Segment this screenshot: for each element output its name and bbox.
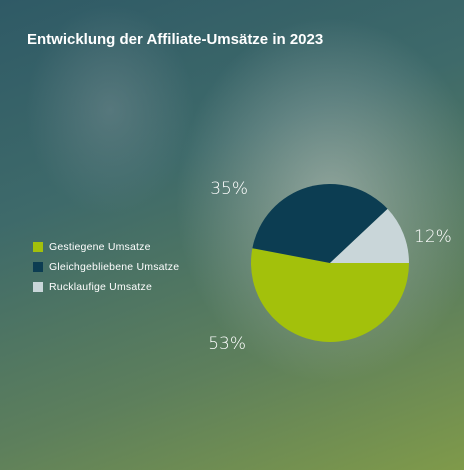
pie-slice-gleichgebliebene xyxy=(252,183,388,263)
legend: Gestiegene Umsatze Gleichgebliebene Umsa… xyxy=(33,237,179,297)
chart-title: Entwicklung der Affiliate-Umsätze in 202… xyxy=(27,31,324,48)
legend-item-gleichgebliebene: Gleichgebliebene Umsatze xyxy=(33,257,179,277)
legend-label: Rucklaufige Umsatze xyxy=(49,281,153,293)
legend-swatch xyxy=(33,262,43,272)
slice-label-gestiegene: 53% xyxy=(208,334,246,354)
legend-label: Gestiegene Umsatze xyxy=(49,241,151,253)
legend-label: Gleichgebliebene Umsatze xyxy=(49,261,180,273)
legend-swatch xyxy=(33,282,43,292)
pie-slice-gestiegene xyxy=(250,248,409,343)
legend-item-rucklaufige: Rucklaufige Umsatze xyxy=(33,277,179,297)
legend-item-gestiegene: Gestiegene Umsatze xyxy=(33,237,179,257)
legend-swatch xyxy=(33,242,43,252)
slice-label-gleichgebliebene: 35% xyxy=(210,179,248,199)
pie-slice-rucklaufige xyxy=(330,208,409,263)
pie-slices xyxy=(250,183,409,343)
slice-label-rucklaufige: 12% xyxy=(414,227,452,247)
